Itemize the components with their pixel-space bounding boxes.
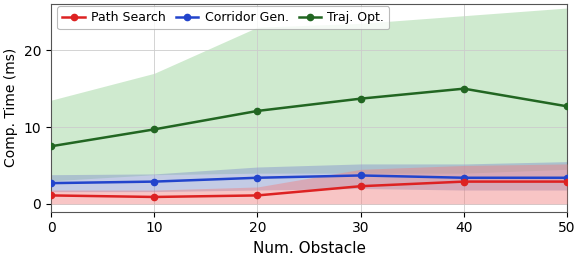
- Path Search: [357, 185, 364, 188]
- Y-axis label: Comp. Time (ms): Comp. Time (ms): [4, 48, 18, 167]
- Path Search: [564, 180, 571, 183]
- Traj. Opt.: [461, 87, 467, 90]
- Traj. Opt.: [151, 128, 158, 131]
- Line: Path Search: Path Search: [48, 178, 570, 200]
- Traj. Opt.: [564, 105, 571, 108]
- Path Search: [48, 194, 55, 197]
- Traj. Opt.: [357, 97, 364, 100]
- Corridor Gen.: [357, 174, 364, 177]
- Path Search: [151, 196, 158, 199]
- Corridor Gen.: [461, 176, 467, 179]
- Corridor Gen.: [564, 176, 571, 179]
- Path Search: [461, 180, 467, 183]
- Corridor Gen.: [151, 180, 158, 183]
- Line: Corridor Gen.: Corridor Gen.: [48, 172, 570, 186]
- X-axis label: Num. Obstacle: Num. Obstacle: [252, 241, 365, 256]
- Traj. Opt.: [254, 109, 261, 113]
- Traj. Opt.: [48, 145, 55, 148]
- Corridor Gen.: [48, 181, 55, 185]
- Corridor Gen.: [254, 176, 261, 179]
- Path Search: [254, 194, 261, 197]
- Line: Traj. Opt.: Traj. Opt.: [48, 86, 570, 150]
- Legend: Path Search, Corridor Gen., Traj. Opt.: Path Search, Corridor Gen., Traj. Opt.: [57, 6, 389, 29]
